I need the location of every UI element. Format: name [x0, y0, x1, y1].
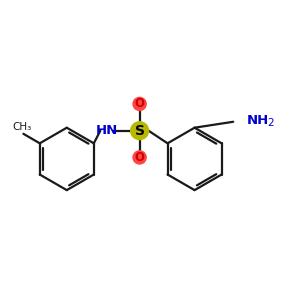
Circle shape — [133, 151, 146, 164]
Text: O: O — [135, 151, 145, 164]
Text: O: O — [135, 98, 145, 110]
Text: 2: 2 — [267, 118, 273, 128]
Circle shape — [131, 122, 148, 140]
Text: CH₃: CH₃ — [12, 122, 32, 132]
Text: S: S — [135, 124, 145, 138]
Text: NH: NH — [247, 114, 269, 127]
Text: HN: HN — [96, 124, 118, 137]
Circle shape — [133, 98, 146, 110]
